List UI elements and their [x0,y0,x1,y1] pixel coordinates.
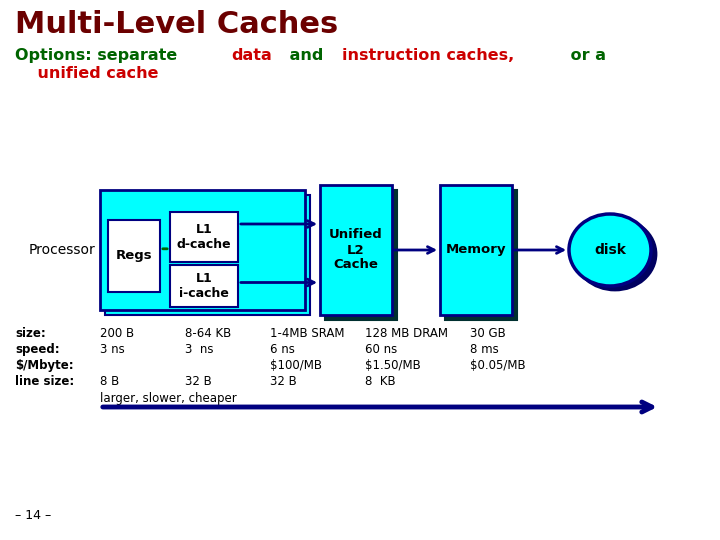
Text: disk: disk [594,243,626,257]
Bar [170,212,238,262]
Text: or a: or a [564,48,606,63]
Text: 128 MB DRAM: 128 MB DRAM [365,327,448,340]
Text: Memory: Memory [446,244,506,256]
Text: Regs: Regs [116,249,153,262]
Text: larger, slower, cheaper: larger, slower, cheaper [100,392,237,405]
Bar [445,190,517,320]
Text: – 14 –: – 14 – [15,509,51,522]
Bar [325,190,397,320]
Text: 8-64 KB: 8-64 KB [185,327,231,340]
Text: 8 ms: 8 ms [470,343,499,356]
Bar [320,185,392,315]
Bar [105,195,310,315]
Bar [440,185,512,315]
Text: $0.05/MB: $0.05/MB [470,359,526,372]
Ellipse shape [569,214,651,286]
Text: 1-4MB SRAM: 1-4MB SRAM [270,327,344,340]
Ellipse shape [574,218,656,290]
Text: $100/MB: $100/MB [270,359,322,372]
Text: line size:: line size: [15,375,74,388]
Text: 8  KB: 8 KB [365,375,395,388]
Text: Options: separate: Options: separate [15,48,183,63]
Text: 3  ns: 3 ns [185,343,214,356]
Text: size:: size: [15,327,46,340]
Text: $/Mbyte:: $/Mbyte: [15,359,73,372]
Bar [108,220,160,292]
Text: 3 ns: 3 ns [100,343,125,356]
Text: data: data [232,48,272,63]
Text: instruction caches,: instruction caches, [342,48,515,63]
Bar [100,190,305,310]
Text: 200 B: 200 B [100,327,134,340]
Bar [170,265,238,307]
Text: 8 B: 8 B [100,375,120,388]
Text: Multi-Level Caches: Multi-Level Caches [15,10,338,39]
Text: 30 GB: 30 GB [470,327,505,340]
Text: unified cache: unified cache [15,66,158,81]
Text: L1
i-cache: L1 i-cache [179,272,229,300]
Text: $1.50/MB: $1.50/MB [365,359,420,372]
Text: Processor: Processor [28,243,95,257]
Text: 60 ns: 60 ns [365,343,397,356]
Text: 32 B: 32 B [185,375,212,388]
Text: 32 B: 32 B [270,375,297,388]
Text: speed:: speed: [15,343,60,356]
Text: Unified
L2
Cache: Unified L2 Cache [329,228,383,272]
Text: L1
d-cache: L1 d-cache [176,223,231,251]
Text: and: and [284,48,329,63]
Text: 6 ns: 6 ns [270,343,295,356]
